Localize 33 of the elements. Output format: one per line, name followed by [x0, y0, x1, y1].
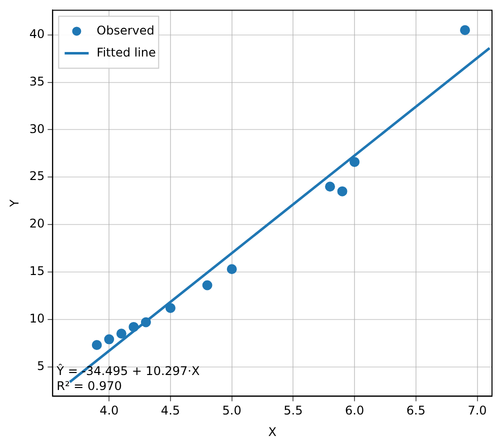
y-tick-label: 35 — [29, 74, 45, 88]
point — [325, 182, 336, 192]
point — [202, 280, 212, 290]
point — [92, 340, 102, 350]
point — [140, 317, 151, 328]
point — [104, 334, 114, 344]
point — [226, 264, 237, 274]
y-axis-title: Y — [7, 198, 22, 208]
y-tick-label: 10 — [29, 312, 45, 326]
point — [128, 322, 139, 332]
x-tick-label: 4.0 — [100, 404, 119, 418]
y-tick-label: 5 — [37, 358, 45, 373]
x-axis-title: X — [268, 424, 276, 439]
x-tick-label: 6.0 — [345, 404, 364, 418]
point — [165, 303, 176, 313]
legend-label: Fitted line — [96, 45, 156, 60]
annotation: Ŷ = -34.495 + 10.297·X — [56, 363, 200, 378]
point — [116, 328, 126, 339]
x-tick-label: 7.0 — [468, 404, 487, 418]
point — [460, 25, 470, 36]
y-tick-label: 40 — [29, 26, 45, 41]
x-tick-label: 6.5 — [406, 404, 426, 418]
x-tick-label: 4.5 — [160, 404, 180, 418]
y-tick-label: 20 — [29, 216, 45, 231]
y-tick-label: 30 — [29, 122, 45, 136]
x-tick-label: 5.0 — [222, 404, 242, 418]
point — [350, 156, 360, 167]
x-tick-label: 5.5 — [284, 404, 303, 418]
point — [337, 186, 348, 196]
legend-label: Observed — [96, 23, 154, 38]
y-tick-label: 25 — [29, 169, 45, 184]
annotation: R² = 0.970 — [56, 379, 122, 394]
y-tick-label: 15 — [29, 264, 45, 278]
